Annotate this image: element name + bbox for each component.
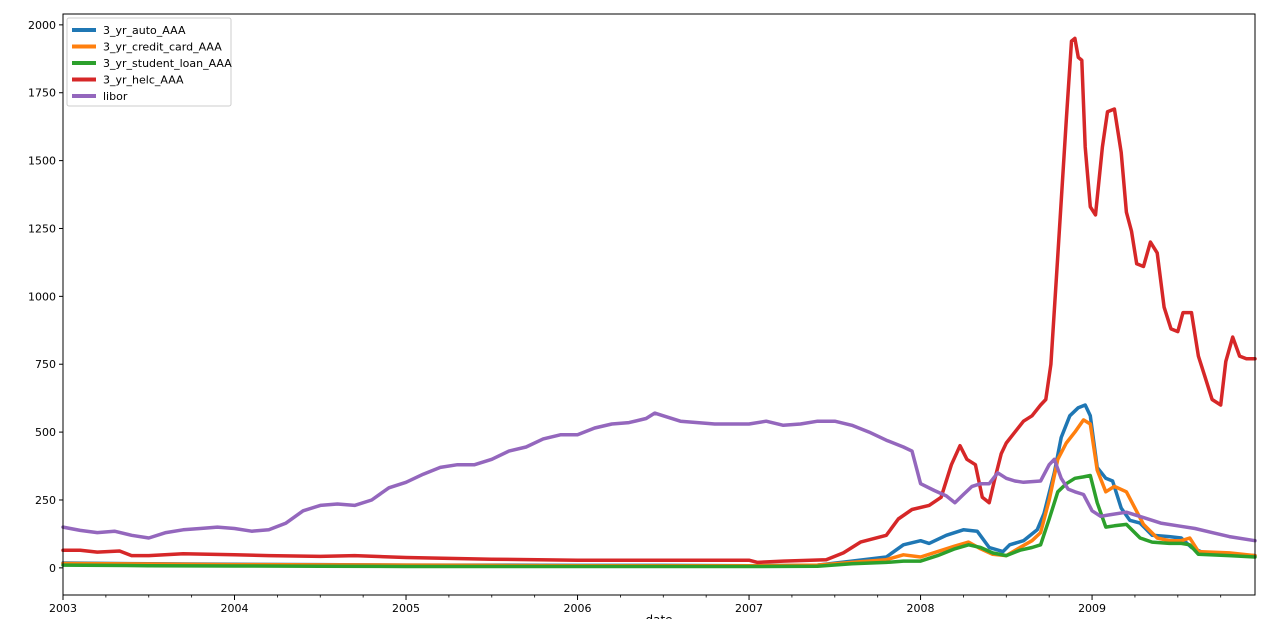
x-axis: 2003 2004 2005 2006 2007 2008 2009 bbox=[49, 595, 1222, 615]
legend-label-3_yr_credit_card_AAA: 3_yr_credit_card_AAA bbox=[103, 41, 222, 54]
x-tick-label: 2006 bbox=[564, 602, 592, 615]
x-tick-label: 2003 bbox=[49, 602, 77, 615]
x-tick-label: 2008 bbox=[907, 602, 935, 615]
y-tick-label: 1000 bbox=[28, 290, 56, 303]
series-line-libor bbox=[61, 411, 1257, 543]
x-tick-label: 2009 bbox=[1078, 602, 1106, 615]
y-tick-label: 0 bbox=[49, 562, 56, 575]
y-axis: 0 250 500 750 1000 1250 1500 1750 2000 bbox=[28, 19, 63, 575]
plot-background bbox=[63, 14, 1255, 595]
y-tick-label: 1250 bbox=[28, 222, 56, 235]
legend-label-libor: libor bbox=[103, 90, 128, 103]
series-line-3_yr_helc_AAA bbox=[61, 36, 1257, 565]
x-tick-label: 2004 bbox=[221, 602, 249, 615]
legend: 3_yr_auto_AAA 3_yr_credit_card_AAA 3_yr_st… bbox=[66, 17, 232, 107]
series-layer bbox=[61, 36, 1257, 569]
legend-box bbox=[66, 17, 232, 107]
x-tick-label: 2005 bbox=[392, 602, 420, 615]
series-line-3_yr_student_loan_AAA bbox=[61, 473, 1257, 569]
legend-label-3_yr_helc_AAA: 3_yr_helc_AAA bbox=[103, 74, 184, 87]
legend-label-3_yr_student_loan_AAA: 3_yr_student_loan_AAA bbox=[103, 57, 232, 70]
y-tick-label: 1750 bbox=[28, 87, 56, 100]
legend-label-3_yr_auto_AAA: 3_yr_auto_AAA bbox=[103, 24, 186, 37]
y-tick-label: 500 bbox=[35, 426, 56, 439]
y-tick-label: 2000 bbox=[28, 19, 56, 32]
y-tick-label: 750 bbox=[35, 358, 56, 371]
plot-frame bbox=[62, 13, 1256, 596]
y-tick-label: 1500 bbox=[28, 155, 56, 168]
x-tick-label: 2007 bbox=[735, 602, 763, 615]
y-tick-label: 250 bbox=[35, 494, 56, 507]
x-axis-label: date bbox=[645, 613, 672, 619]
